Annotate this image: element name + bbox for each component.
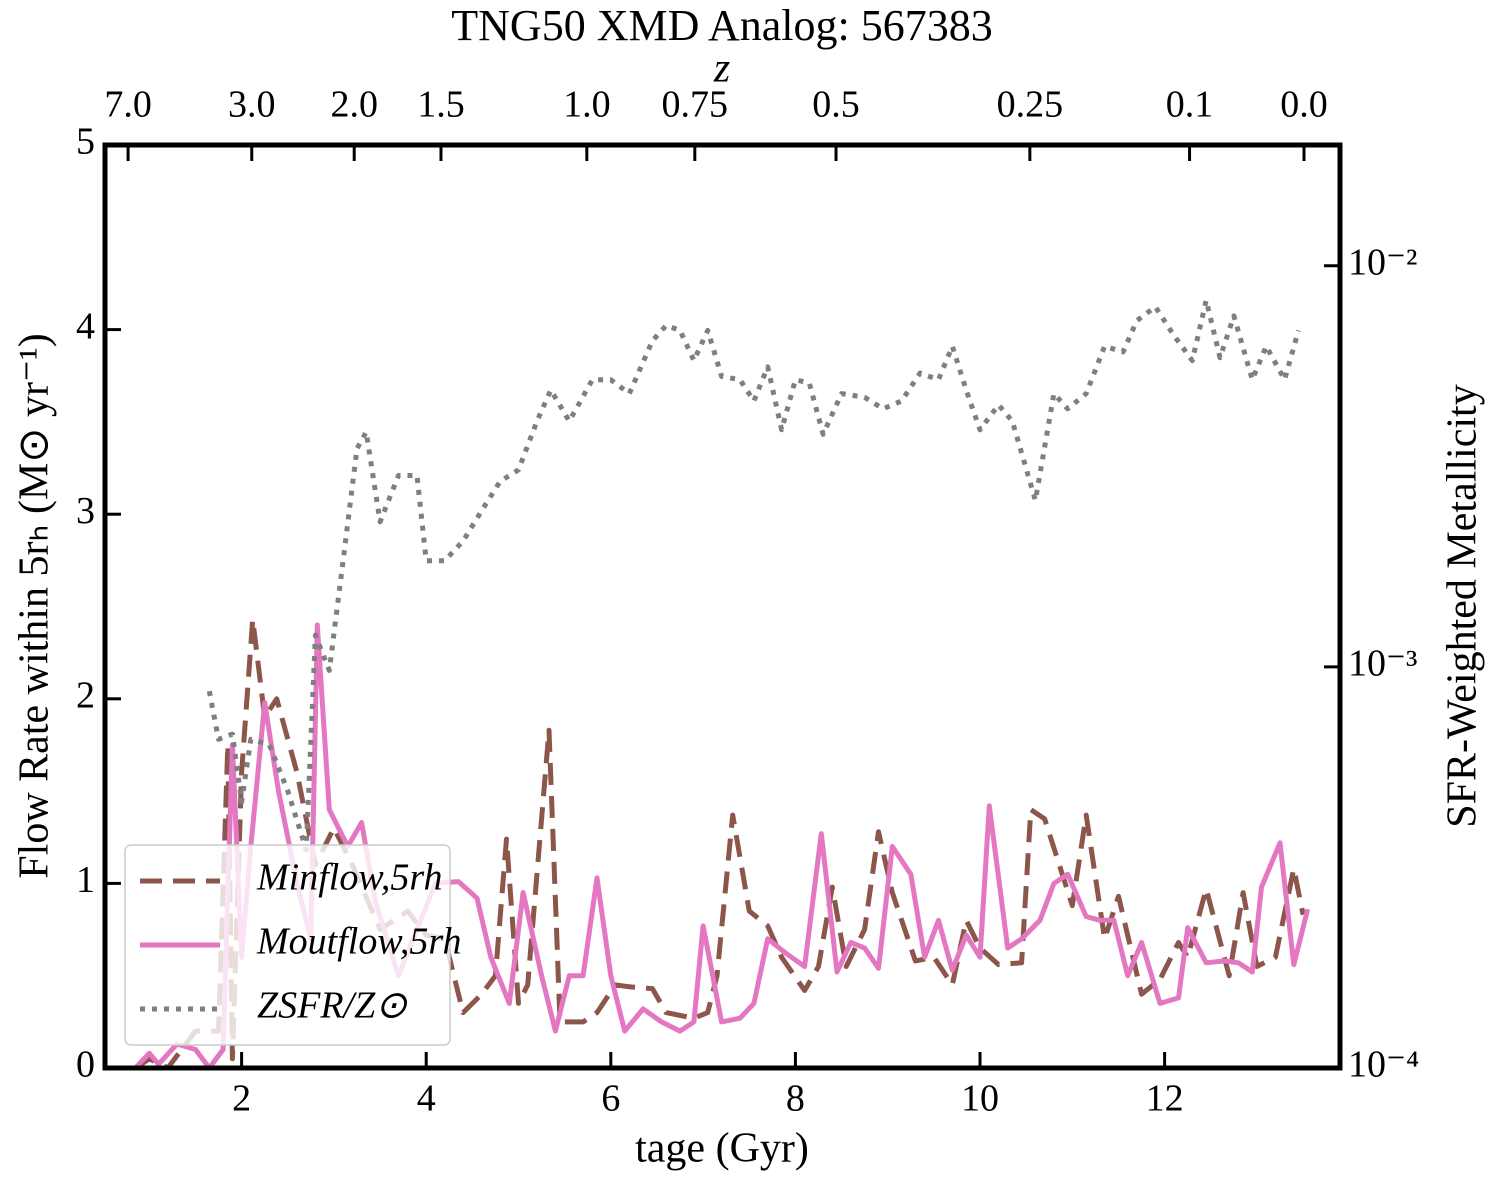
y-tick-label: 5: [76, 121, 95, 163]
x2-tick-label: 0.0: [1280, 84, 1328, 126]
x2-tick-label: 7.0: [104, 84, 152, 126]
series-line: [206, 297, 1301, 853]
x2-tick-label: 0.75: [662, 84, 729, 126]
x-tick-label: 10: [961, 1078, 999, 1120]
x2-tick-label: 2.0: [330, 84, 378, 126]
plot-frame: [102, 142, 1343, 1071]
y2-tick-label: 10⁻²: [1348, 241, 1417, 283]
y-tick-label: 0: [76, 1044, 95, 1086]
x-tick-label: 4: [417, 1078, 436, 1120]
legend-box: [124, 844, 451, 1046]
x2-tick-label: 1.5: [417, 84, 465, 126]
x2-tick-label: 0.5: [812, 84, 860, 126]
y2-tick-label: 10⁻⁴: [1348, 1044, 1419, 1086]
legend-label: Moutflow,5rh: [256, 921, 461, 963]
x-tick-label: 8: [786, 1078, 805, 1120]
x-axis-label: tage (Gyr): [635, 1126, 809, 1172]
x-tick-label: 2: [232, 1078, 251, 1120]
y-tick-label: 4: [76, 305, 95, 347]
series-line: [134, 616, 1306, 1068]
x2-axis-label: z: [713, 46, 730, 92]
x-tick-label: 12: [1146, 1078, 1184, 1120]
y2-axis-label: SFR-Weighted Metallicity: [1440, 384, 1486, 827]
x2-tick-label: 0.1: [1166, 84, 1214, 126]
y-axis-label: Flow Rate within 5rₕ (M⊙ yr⁻¹): [12, 333, 58, 878]
legend-label: ZSFR/Z⊙: [257, 985, 408, 1027]
y2-tick-label: 10⁻³: [1348, 643, 1417, 685]
y-tick-label: 1: [76, 859, 95, 901]
x2-tick-label: 3.0: [228, 84, 276, 126]
y-tick-label: 3: [76, 490, 95, 532]
chart-title: TNG50 XMD Analog: 567383: [451, 1, 992, 50]
x2-tick-label: 1.0: [563, 84, 611, 126]
x2-tick-label: 0.25: [997, 84, 1064, 126]
legend-label: Minflow,5rh: [256, 857, 442, 899]
x-tick-label: 6: [601, 1078, 620, 1120]
y-tick-label: 2: [76, 675, 95, 717]
